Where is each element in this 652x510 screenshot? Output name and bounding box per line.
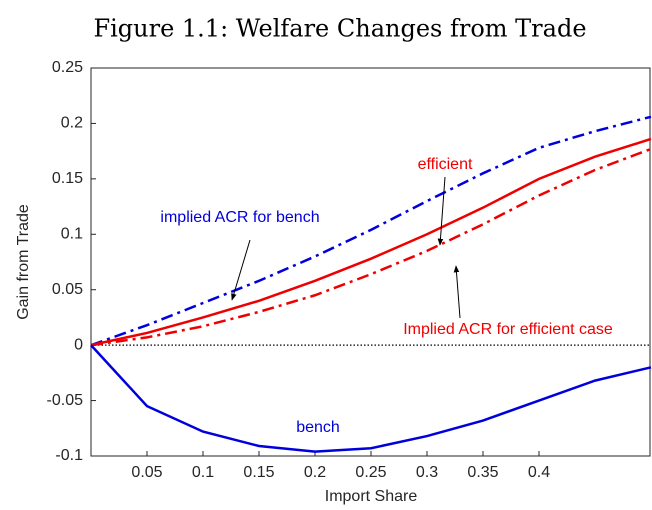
series-line bbox=[90, 344, 652, 453]
y-tick-label: 0.15 bbox=[52, 170, 83, 187]
y-tick-label: 0 bbox=[74, 336, 83, 353]
y-tick-label: 0.2 bbox=[61, 115, 83, 132]
x-tick-label: 0.15 bbox=[243, 464, 274, 481]
x-tick-label: 0.1 bbox=[192, 464, 214, 481]
series-line bbox=[90, 137, 652, 347]
y-tick-label: -0.1 bbox=[55, 447, 83, 464]
series-annotation: implied ACR for bench bbox=[160, 209, 319, 226]
series-line bbox=[90, 147, 652, 347]
series-annotation: bench bbox=[296, 419, 340, 436]
y-tick-label: 0.25 bbox=[52, 59, 83, 76]
x-tick-label: 0.35 bbox=[467, 464, 498, 481]
x-tick-label: 0.05 bbox=[131, 464, 162, 481]
annotation-arrow bbox=[437, 176, 446, 246]
series-line bbox=[90, 115, 652, 347]
y-tick-label: 0.1 bbox=[61, 226, 83, 243]
annotation-arrow bbox=[231, 239, 251, 301]
x-tick-label: 0.4 bbox=[528, 464, 550, 481]
y-tick-label: -0.05 bbox=[47, 392, 84, 409]
x-tick-label: 0.25 bbox=[355, 464, 386, 481]
x-axis-label: Import Share bbox=[325, 488, 418, 505]
plot-area bbox=[90, 67, 651, 457]
y-axis-label: Gain from Trade bbox=[15, 204, 32, 320]
series-annotation: efficient bbox=[418, 156, 473, 173]
x-tick-label: 0.3 bbox=[416, 464, 438, 481]
x-tick-label: 0.2 bbox=[304, 464, 326, 481]
annotation-arrow bbox=[453, 265, 461, 319]
series-annotation: Implied ACR for efficient case bbox=[403, 321, 613, 338]
chart-title: Figure 1.1: Welfare Changes from Trade bbox=[93, 15, 586, 43]
y-tick-label: 0.05 bbox=[52, 281, 83, 298]
